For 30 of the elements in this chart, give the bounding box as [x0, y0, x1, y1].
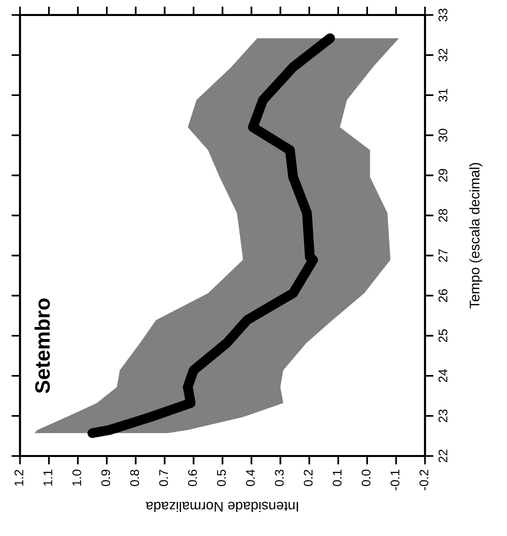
- x-tick-label: -0.2: [420, 470, 428, 490]
- y-tick-label: 26: [438, 289, 448, 302]
- y-tick-label: 30: [438, 128, 448, 142]
- x-tick-label: 0.5: [217, 470, 226, 486]
- y-tick-label: 28: [438, 209, 448, 222]
- x-tick-label: 0.6: [188, 470, 197, 486]
- x-tick-label: 1.2: [14, 470, 24, 486]
- x-tick-label: 0.3: [274, 470, 284, 486]
- x-tick-label: 0.4: [246, 470, 255, 486]
- x-tick-label: -0.1: [390, 470, 400, 490]
- y-axis-title: Tempo (escala decimal): [469, 163, 482, 309]
- x-tick-label: 0.1: [332, 470, 342, 486]
- y-tick-label: 22: [438, 450, 448, 462]
- y-tick-label: 31: [438, 88, 448, 102]
- x-axis-title: Intensidade Normalizada: [146, 502, 298, 512]
- text: Setembro: [34, 298, 50, 394]
- x-tick-label: 1.1: [44, 470, 52, 486]
- y-tick-label: 29: [438, 169, 448, 182]
- x-tick-label: 1.0: [72, 470, 82, 486]
- y-tick-label: 33: [438, 8, 448, 22]
- x-tick-label: 0.7: [159, 470, 168, 486]
- y-tick-label: 32: [438, 48, 448, 62]
- x-tick-label: 0.2: [304, 470, 313, 486]
- y-tick-label: 25: [438, 329, 448, 342]
- y-tick-label: 24: [438, 369, 448, 382]
- x-tick-label: 0.0: [362, 470, 370, 486]
- x-tick-label: 0.8: [130, 470, 140, 486]
- x-tick-label: 0.9: [101, 470, 110, 486]
- y-tick-label: 23: [438, 410, 448, 422]
- y-tick-label: 27: [438, 249, 448, 262]
